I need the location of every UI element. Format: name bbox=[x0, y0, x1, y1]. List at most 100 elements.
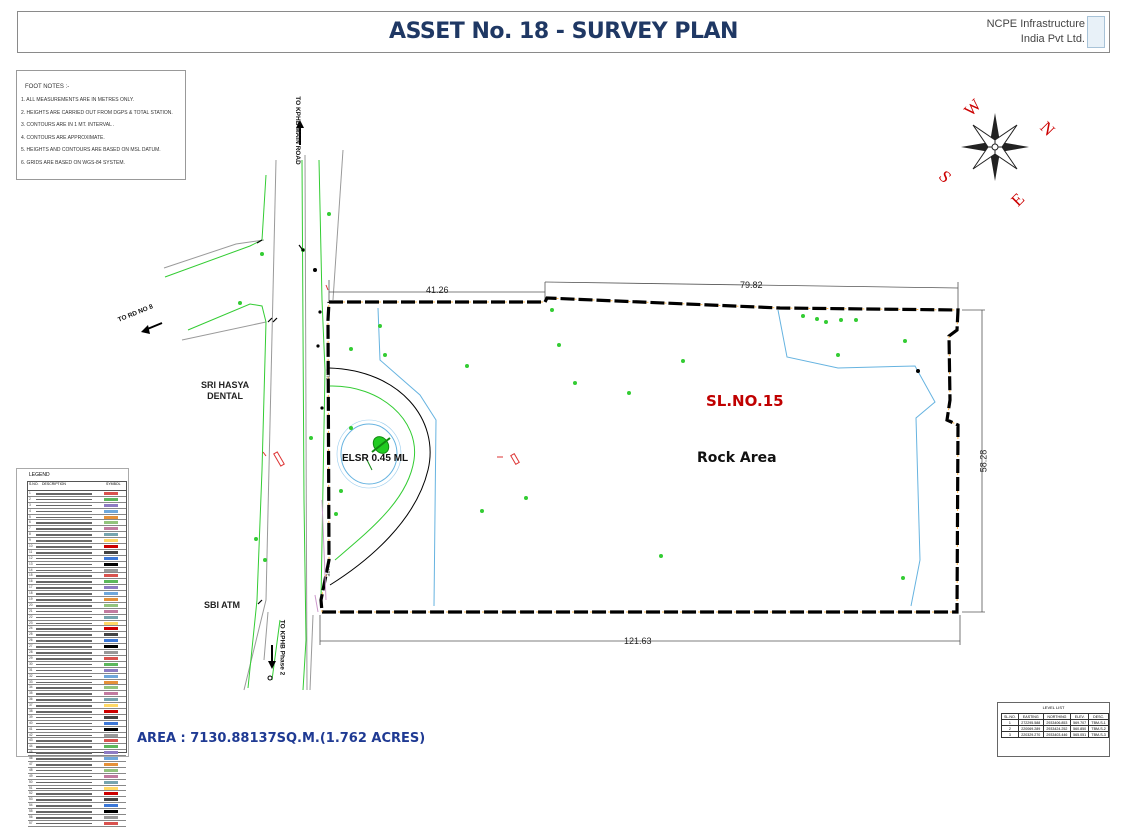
legend-row: 47 bbox=[28, 762, 126, 768]
legend-row-description bbox=[36, 604, 92, 607]
legend-row: 38 bbox=[28, 709, 126, 715]
legend-row-number: 1 bbox=[29, 491, 31, 495]
legend-row: 4 bbox=[28, 509, 126, 515]
legend-row-symbol bbox=[104, 762, 118, 766]
legend-row-symbol bbox=[104, 815, 118, 819]
legend-row-number: 40 bbox=[29, 720, 33, 725]
legend-row: 6 bbox=[28, 520, 126, 527]
legend-row-symbol bbox=[104, 527, 118, 531]
legend-row: 9 bbox=[28, 538, 126, 545]
footnote-item: 3. CONTOURS ARE IN 1 MT. INTERVAL . bbox=[21, 122, 115, 128]
legend-row-description bbox=[36, 563, 92, 566]
tree-markers bbox=[238, 212, 907, 580]
legend-row-symbol bbox=[104, 645, 118, 649]
elsr-label: ELSR 0.45 ML bbox=[342, 453, 409, 464]
legend-row: 17 bbox=[28, 585, 126, 592]
legend-row-description bbox=[36, 746, 92, 748]
legend-row-symbol bbox=[104, 621, 118, 625]
level-list-box: LEVEL LIST SL.NO. EASTING NORTHING ELEV.… bbox=[997, 702, 1110, 757]
legend-row-number: 45 bbox=[29, 750, 33, 755]
legend-row: 25 bbox=[28, 632, 126, 639]
direction-arrows bbox=[141, 120, 304, 669]
legend-row-symbol bbox=[104, 733, 118, 737]
legend-row-symbol bbox=[104, 674, 118, 678]
legend-row-symbol bbox=[104, 786, 118, 790]
plot-boundary bbox=[319, 296, 960, 614]
legend-row-description bbox=[36, 669, 92, 672]
company-line-2: India Pvt Ltd. bbox=[1020, 33, 1085, 45]
legend-row-number: 51 bbox=[29, 785, 33, 790]
elsr-boundary bbox=[314, 367, 431, 613]
legend-row: 33 bbox=[28, 680, 126, 686]
legend-row: 44 bbox=[28, 744, 126, 751]
legend-row-description bbox=[36, 640, 92, 642]
legend-row-number: 19 bbox=[29, 597, 33, 602]
road-lines bbox=[163, 149, 344, 691]
legend-row: 3 bbox=[28, 503, 126, 509]
legend-row-number: 26 bbox=[29, 638, 33, 643]
legend-row-symbol bbox=[104, 509, 118, 513]
legend-header-sno: S.NO. bbox=[29, 482, 39, 486]
legend-row-number: 2 bbox=[29, 496, 31, 501]
legend-row-number: 35 bbox=[29, 691, 33, 696]
legend-row: 45 bbox=[28, 750, 126, 757]
level-cell: 3 bbox=[1001, 731, 1019, 738]
legend-header-desc: DESCRIPTION bbox=[42, 482, 66, 486]
legend-row-description bbox=[36, 752, 92, 754]
legend-row-number: 53 bbox=[29, 797, 33, 802]
legend-header-symbol: SYMBOL bbox=[106, 482, 121, 486]
legend-row-symbol bbox=[104, 715, 118, 719]
legend-row: 10 bbox=[28, 544, 126, 550]
pole-markers bbox=[267, 248, 920, 681]
level-cell: 565.051 bbox=[1070, 731, 1090, 738]
legend-row: 8 bbox=[28, 532, 126, 539]
legend-row-symbol bbox=[104, 774, 118, 778]
level-cell: 220329.270 bbox=[1017, 731, 1044, 738]
legend-row-symbol bbox=[104, 751, 118, 755]
legend-row-number: 3 bbox=[29, 502, 31, 507]
place-hasya-line-1: SRI HASYA bbox=[201, 380, 250, 390]
legend-row-description bbox=[36, 516, 92, 519]
legend-row-symbol bbox=[104, 580, 118, 584]
legend-row-number: 56 bbox=[29, 814, 33, 819]
footnote-item: 1. ALL MEASUREMENTS ARE IN METRES ONLY. bbox=[21, 97, 134, 103]
legend-row: 31 bbox=[28, 668, 126, 674]
legend-row: 46 bbox=[28, 756, 126, 762]
legend-row: 43 bbox=[28, 738, 126, 745]
company-name: NCPE Infrastructure India Pvt Ltd. bbox=[987, 17, 1085, 47]
legend-row-number: 13 bbox=[29, 561, 33, 566]
title-bar: ASSET No. 18 - SURVEY PLAN NCPE Infrastr… bbox=[17, 11, 1110, 53]
legend-row-description bbox=[36, 699, 92, 701]
legend-row-symbol bbox=[104, 556, 118, 560]
legend-row-description bbox=[36, 616, 92, 619]
legend-row-symbol bbox=[104, 492, 118, 495]
legend-row-number: 4 bbox=[29, 508, 31, 513]
legend-row-number: 54 bbox=[29, 803, 33, 808]
legend-row: 27 bbox=[28, 644, 126, 651]
legend-row-number: 18 bbox=[29, 591, 33, 596]
legend-row-description bbox=[36, 504, 92, 507]
legend-row: 7 bbox=[28, 526, 126, 533]
legend-row-symbol bbox=[104, 721, 118, 725]
legend-row-symbol bbox=[104, 686, 118, 690]
level-list-title: LEVEL LIST bbox=[1042, 705, 1065, 710]
legend-row: 51 bbox=[28, 786, 126, 792]
survey-plan-drawing bbox=[141, 113, 1029, 691]
rock-area-label: Rock Area bbox=[697, 450, 777, 466]
gate-label-upper: GATE bbox=[325, 368, 331, 381]
legend-row-description bbox=[36, 805, 92, 807]
legend-row-number: 32 bbox=[29, 673, 33, 678]
legend-row-description bbox=[36, 681, 92, 684]
legend-row: 18 bbox=[28, 591, 126, 598]
legend-row: 21 bbox=[28, 609, 126, 615]
legend-row: 5 bbox=[28, 515, 126, 521]
legend-row-symbol bbox=[104, 810, 118, 814]
legend-row-description bbox=[36, 652, 92, 654]
legend-row-description bbox=[36, 581, 92, 583]
legend-row-description bbox=[36, 787, 92, 790]
legend-row: 32 bbox=[28, 674, 126, 680]
legend-row: 41 bbox=[28, 727, 126, 733]
legend-row: 12 bbox=[28, 556, 126, 562]
road-markers bbox=[256, 239, 303, 605]
footnote-item: 2. HEIGHTS ARE CARRIED OUT FROM DGPS & T… bbox=[21, 109, 173, 116]
